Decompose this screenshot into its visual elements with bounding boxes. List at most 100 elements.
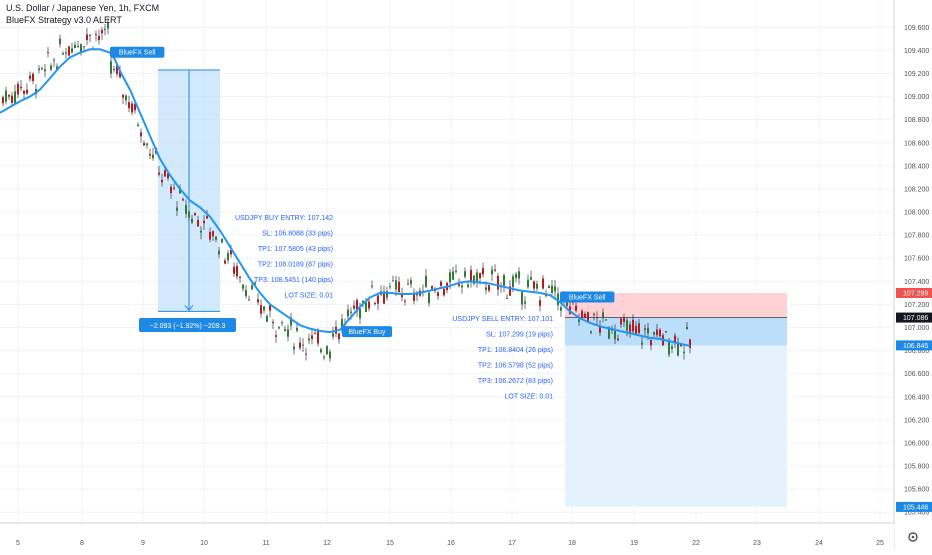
candle-body	[287, 329, 289, 337]
candle	[308, 333, 310, 345]
price-label: 107.086	[896, 312, 932, 323]
price-label-bg	[896, 340, 932, 351]
candle-body	[236, 265, 238, 277]
y-tick-label: 108.000	[904, 210, 929, 217]
candle	[260, 299, 262, 318]
candle-body	[401, 293, 403, 298]
candle-body	[476, 272, 478, 282]
candle-body	[95, 34, 97, 36]
candle-body	[305, 353, 307, 355]
candle-body	[683, 351, 685, 354]
candle-body	[113, 69, 115, 71]
candle	[71, 42, 73, 54]
candle-body	[671, 346, 673, 349]
candle-body	[260, 305, 262, 314]
settings-gear-icon[interactable]	[908, 532, 918, 542]
candle	[113, 65, 115, 73]
candle	[422, 284, 424, 297]
candle	[404, 298, 406, 306]
x-tick-label: 24	[815, 540, 823, 547]
y-tick-label: 107.000	[904, 325, 929, 332]
candle-body	[473, 275, 475, 284]
candle-body	[317, 331, 319, 344]
candle	[368, 299, 370, 312]
candle-body	[17, 83, 19, 95]
candle	[299, 337, 301, 351]
candle	[140, 128, 142, 143]
candle-body	[623, 317, 625, 323]
candle-body	[281, 322, 283, 324]
candle-body	[332, 333, 334, 337]
candle	[497, 272, 499, 296]
candle	[455, 264, 457, 274]
candle-body	[617, 338, 619, 341]
x-tick-label: 19	[630, 540, 638, 547]
candle	[239, 275, 241, 284]
candle-body	[368, 301, 370, 309]
candle-body	[575, 305, 577, 311]
candle	[212, 230, 214, 241]
candle	[617, 334, 619, 342]
candle-body	[329, 351, 331, 359]
signal-badge: BlueFX Buy	[342, 326, 392, 338]
candle	[191, 214, 193, 225]
candle-body	[383, 291, 385, 304]
candle-body	[101, 30, 103, 34]
candle-body	[587, 312, 589, 322]
candle-body	[218, 250, 220, 255]
candle	[236, 262, 238, 280]
candle-body	[167, 173, 169, 179]
candle	[671, 344, 673, 354]
candle	[644, 324, 646, 337]
signal-badge-bg	[342, 326, 392, 338]
candle-body	[170, 186, 172, 193]
candle-body	[449, 272, 451, 283]
candle-body	[689, 339, 691, 349]
candle-body	[182, 199, 184, 201]
candle	[65, 47, 67, 59]
candle-body	[248, 299, 250, 301]
candle-body	[635, 325, 637, 334]
candle	[224, 258, 226, 265]
y-tick-label: 109.400	[904, 48, 929, 55]
candle-body	[134, 103, 136, 111]
candle	[272, 319, 274, 330]
sell-annotation-line: TP2: 106.5798 (52 pips)	[478, 363, 553, 370]
candle	[131, 101, 133, 116]
candle-body	[293, 346, 295, 350]
candle-body	[626, 320, 628, 331]
buy-annotation-line: TP1: 107.5805 (43 pips)	[258, 246, 333, 253]
x-tick-label: 9	[141, 540, 145, 547]
candle-body	[122, 94, 124, 98]
candle	[500, 282, 502, 293]
candle-body	[377, 295, 379, 304]
candle	[170, 184, 172, 199]
candle	[284, 325, 286, 332]
candle	[599, 320, 601, 336]
candle	[488, 284, 490, 293]
candle	[491, 265, 493, 281]
candle-body	[197, 220, 199, 227]
candle-body	[638, 323, 640, 334]
signal-badge: BlueFX Sell	[560, 291, 615, 303]
candle	[107, 18, 109, 35]
candle-body	[548, 286, 550, 289]
gear-ring	[908, 532, 918, 542]
candle	[185, 199, 187, 219]
candle-body	[515, 273, 517, 279]
candle-body	[140, 132, 142, 137]
buy-annotation-line: LOT SIZE: 0.01	[284, 293, 333, 300]
candle-body	[395, 280, 397, 290]
candle	[557, 287, 559, 311]
candle-body	[110, 61, 112, 74]
candle-body	[620, 318, 622, 325]
candle	[515, 272, 517, 283]
candle	[635, 320, 637, 334]
sell-annotation-line: SL: 107.299 (19 pips)	[486, 332, 553, 339]
candle-body	[545, 295, 547, 297]
candle-body	[518, 271, 520, 279]
candle	[536, 280, 538, 292]
measure-label-bg	[139, 318, 236, 332]
